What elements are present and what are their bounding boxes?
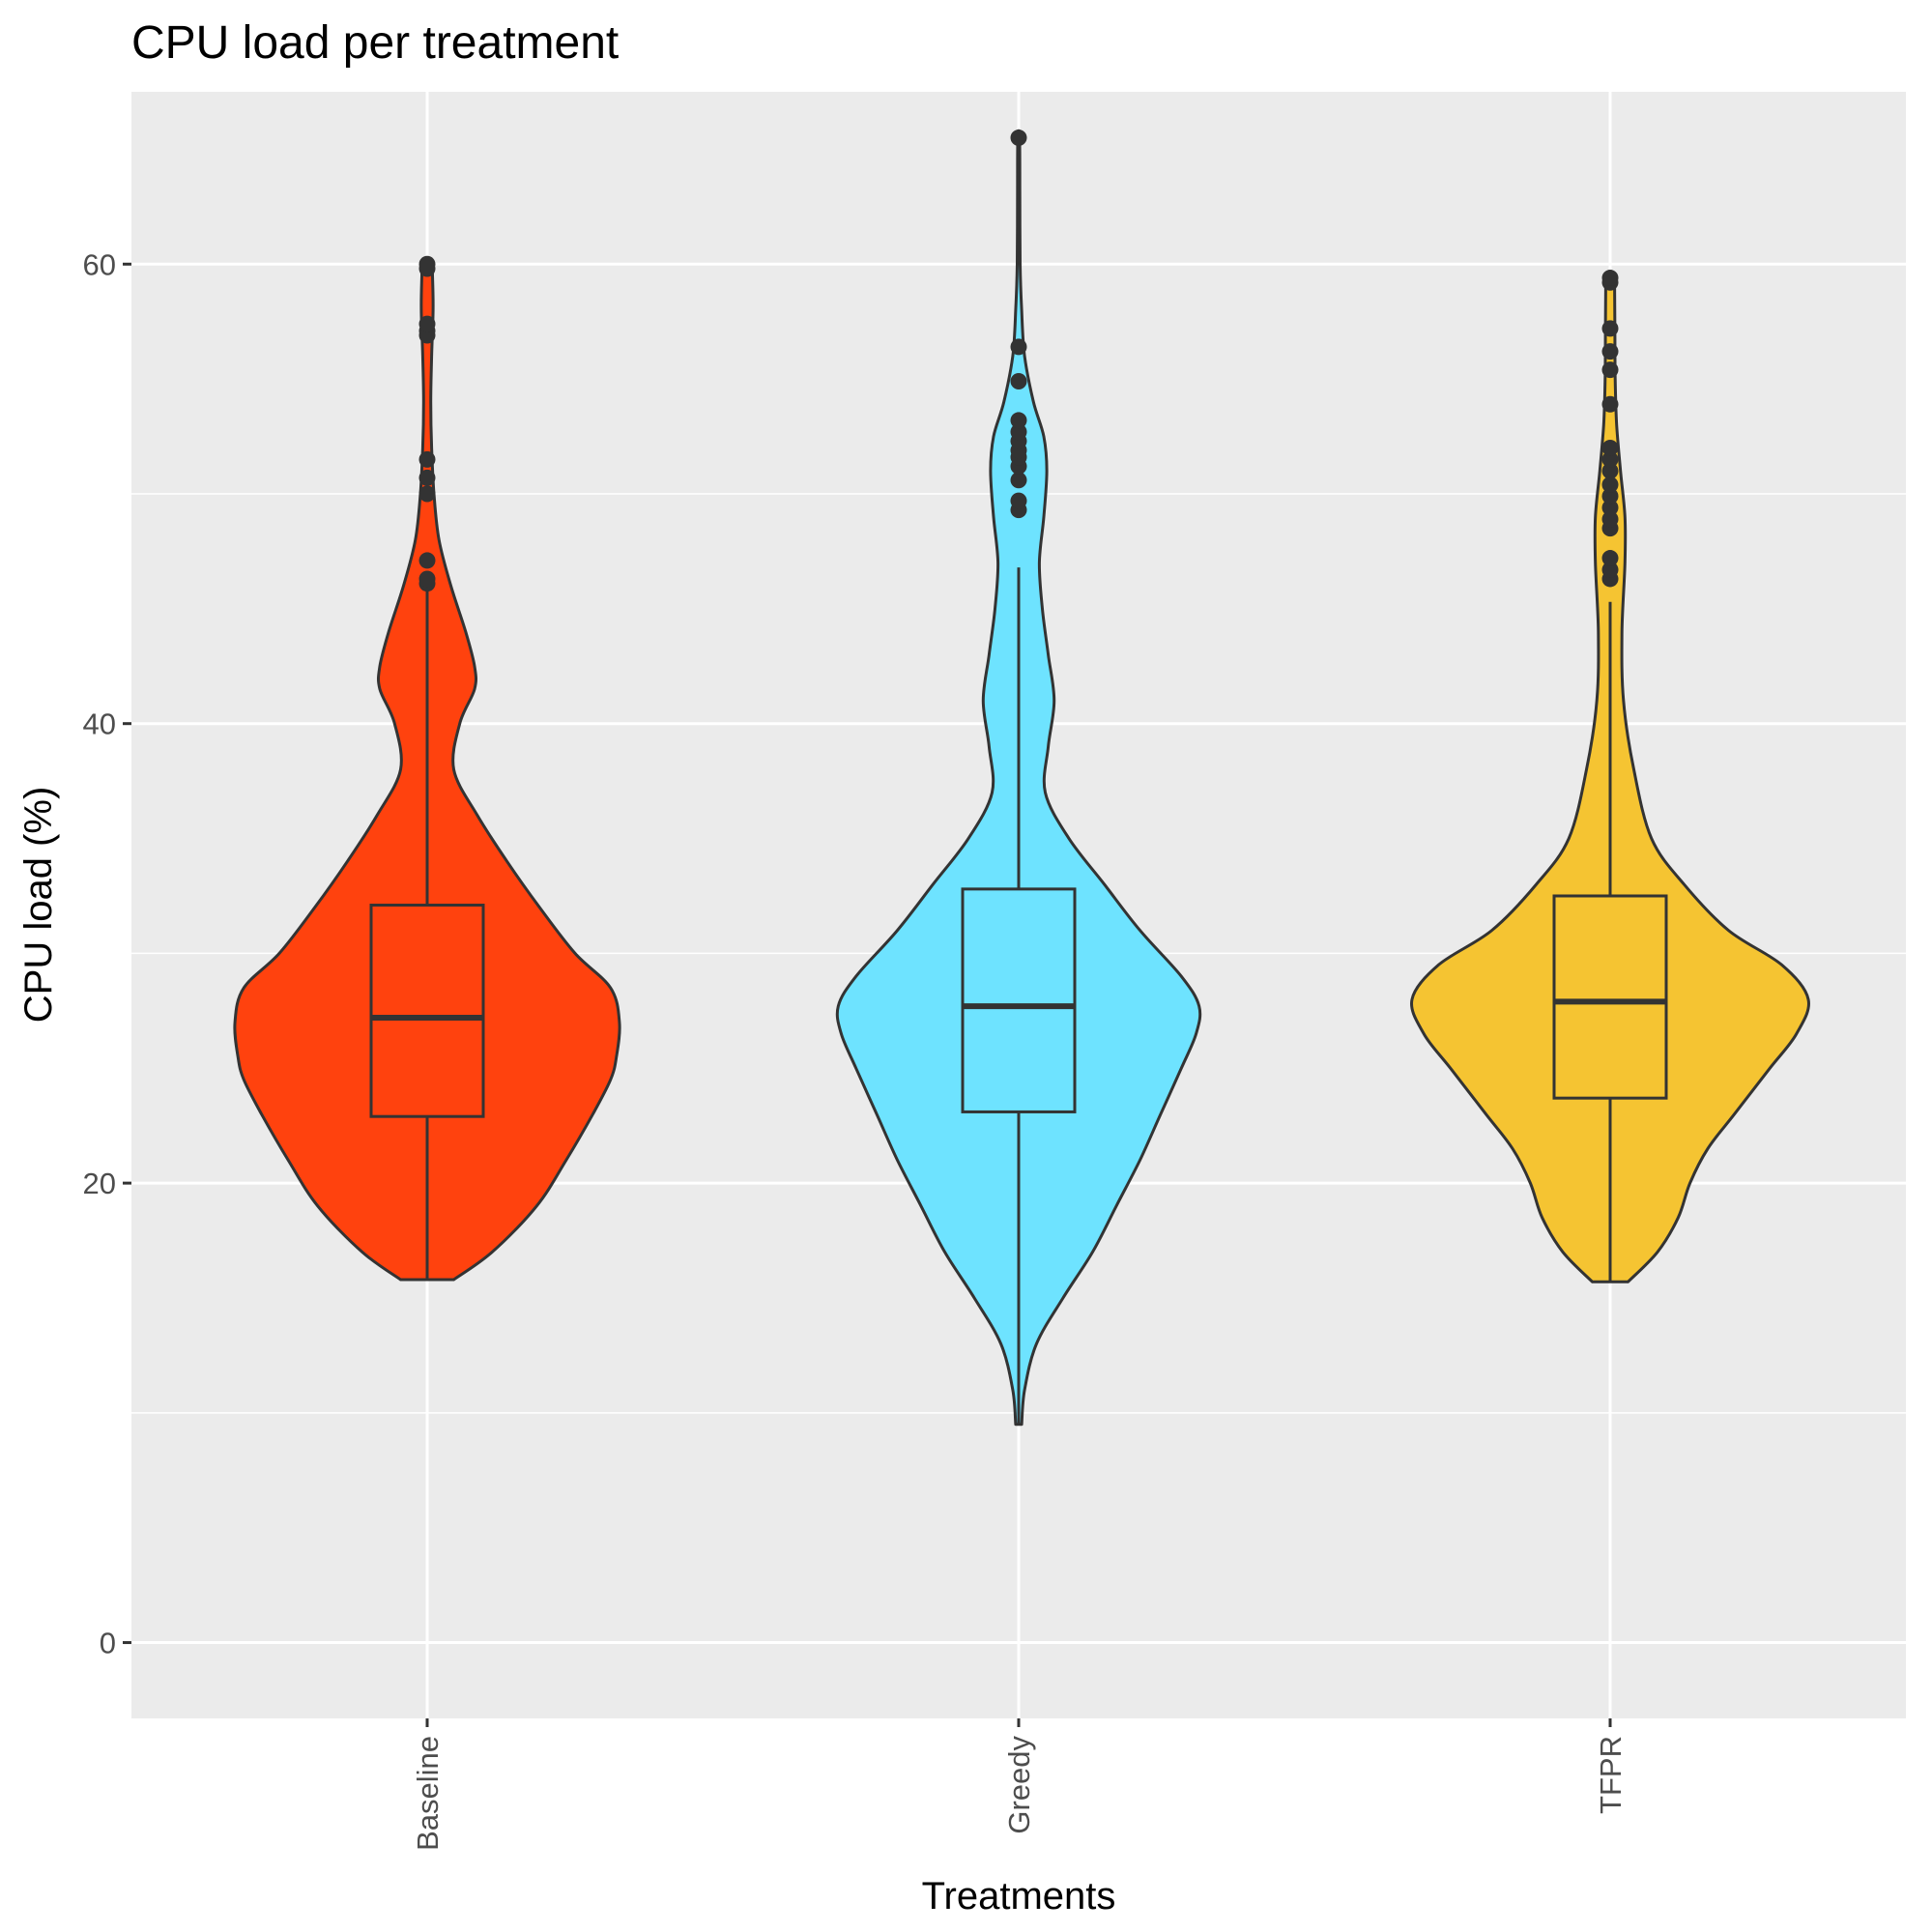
chart-title: CPU load per treatment bbox=[131, 17, 619, 69]
y-tick-label: 60 bbox=[83, 247, 116, 281]
x-axis-title: Treatments bbox=[922, 1875, 1116, 1918]
boxplots bbox=[369, 567, 1668, 1425]
outlier-point bbox=[1601, 450, 1619, 468]
outlier-point bbox=[1601, 499, 1619, 516]
outlier-point bbox=[1601, 510, 1619, 528]
y-axis-title: CPU load (%) bbox=[17, 787, 60, 1024]
x-tick-label: Baseline bbox=[411, 1736, 445, 1851]
outlier-point bbox=[1601, 476, 1619, 493]
outlier-point bbox=[1010, 130, 1027, 147]
outlier-point bbox=[1010, 492, 1027, 509]
outlier-point bbox=[418, 552, 436, 569]
y-tick-label: 40 bbox=[83, 707, 116, 741]
outlier-point bbox=[1601, 395, 1619, 413]
outlier-point bbox=[1601, 561, 1619, 578]
outlier-point bbox=[418, 469, 436, 486]
outlier-point bbox=[1010, 373, 1027, 390]
x-tick-label: TFPR bbox=[1594, 1736, 1628, 1814]
box-greedy bbox=[961, 887, 1077, 1113]
outlier-points bbox=[418, 130, 1619, 592]
y-tick-label: 20 bbox=[83, 1167, 116, 1200]
outlier-point bbox=[1010, 412, 1027, 429]
box-baseline bbox=[369, 904, 485, 1118]
outlier-point bbox=[1601, 270, 1619, 287]
outlier-point bbox=[418, 570, 436, 588]
outlier-point bbox=[1010, 423, 1027, 441]
outlier-point bbox=[1010, 338, 1027, 356]
outlier-point bbox=[1010, 472, 1027, 489]
outlier-point bbox=[418, 315, 436, 332]
outlier-point bbox=[1601, 487, 1619, 505]
x-tick-label: Greedy bbox=[1002, 1736, 1036, 1834]
outlier-point bbox=[1601, 320, 1619, 337]
outlier-point bbox=[1601, 462, 1619, 479]
outlier-point bbox=[1601, 439, 1619, 456]
outlier-point bbox=[418, 485, 436, 503]
outlier-point bbox=[418, 255, 436, 273]
outlier-point bbox=[1601, 343, 1619, 360]
outlier-point bbox=[1601, 361, 1619, 379]
axes: 0 20 40 60 Baseline Greedy TFPR bbox=[83, 247, 1628, 1851]
outlier-point bbox=[418, 450, 436, 468]
y-tick-label: 0 bbox=[100, 1627, 116, 1660]
box-tfpr bbox=[1552, 894, 1668, 1100]
outlier-point bbox=[1601, 550, 1619, 567]
